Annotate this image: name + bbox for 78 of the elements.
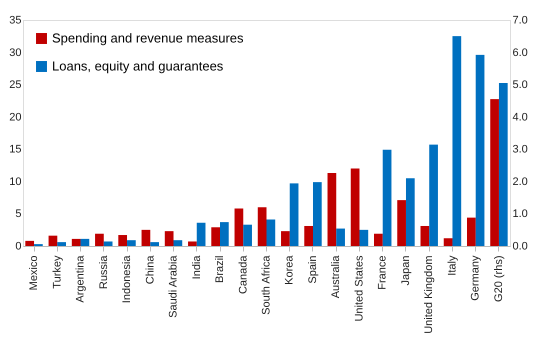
bar <box>72 238 81 246</box>
legend-label: Spending and revenue measures <box>52 30 244 46</box>
bar <box>127 240 136 246</box>
bar <box>174 240 182 246</box>
x-tick-label: Russia <box>98 254 110 290</box>
y-tick-label: 5 <box>15 208 22 220</box>
x-tick-label: Germany <box>470 255 482 301</box>
y2-tick-label: 1.0 <box>512 208 528 220</box>
bar <box>420 226 430 246</box>
bar <box>48 236 58 246</box>
bar <box>150 242 159 246</box>
x-tick-label: Canada <box>237 254 250 294</box>
bar <box>104 241 112 246</box>
bar <box>476 54 484 246</box>
x-tick-label: G20 (rhs) <box>492 256 505 302</box>
bar <box>234 208 244 246</box>
bar <box>25 240 34 246</box>
x-tick-label: France <box>376 256 389 290</box>
x-tick-label: Brazil <box>214 256 226 284</box>
x-tick-label: Indonesia <box>121 254 134 304</box>
bar <box>164 231 174 246</box>
bar <box>350 168 360 246</box>
x-tick-label: Australia <box>330 254 342 298</box>
bar <box>444 238 452 246</box>
bar <box>304 226 313 246</box>
legend-label: Loans, equity and guarantees <box>52 58 224 74</box>
x-tick-label: Italy <box>446 255 458 276</box>
bar <box>95 234 104 246</box>
x-tick-label: Turkey <box>51 255 64 289</box>
y2-tick-label: 4.0 <box>512 111 528 124</box>
x-tick-label: Japan <box>400 256 412 286</box>
bar <box>290 183 298 246</box>
bar <box>118 235 128 246</box>
bar <box>466 218 476 246</box>
x-tick-label: India <box>190 254 203 280</box>
y2-tick-label: 6.0 <box>512 46 528 59</box>
x-tick-label: South Africa <box>260 254 272 315</box>
bar <box>374 234 383 246</box>
bar <box>281 231 290 246</box>
bar <box>80 238 90 246</box>
y-tick-label: 20 <box>9 111 22 124</box>
bar <box>406 178 415 246</box>
bar <box>57 242 66 246</box>
bar <box>211 227 220 246</box>
bar <box>429 144 438 246</box>
x-tick-label: China <box>144 254 156 284</box>
bar <box>328 173 336 246</box>
bar <box>312 182 322 246</box>
y-tick-label: 35 <box>9 14 22 26</box>
x-tick-label: Saudi Arabia <box>168 254 180 318</box>
bar <box>397 200 406 246</box>
y2-tick-label: 5.0 <box>512 79 528 92</box>
y-tick-label: 10 <box>9 176 22 188</box>
x-tick-label: United Kingdom <box>423 256 436 334</box>
y2-tick-label: 3.0 <box>512 144 528 156</box>
x-tick-label: Korea <box>284 254 296 285</box>
bar <box>382 150 392 246</box>
y-tick-label: 0 <box>15 240 22 252</box>
bar <box>452 36 462 246</box>
y2-tick-label: 2.0 <box>512 176 528 188</box>
bar <box>243 224 252 246</box>
bar <box>336 228 345 246</box>
y2-tick-label: 7.0 <box>512 14 528 26</box>
bar <box>142 230 150 246</box>
bar <box>188 241 197 246</box>
y-tick-label: 15 <box>9 144 22 156</box>
y-tick-label: 25 <box>9 79 22 92</box>
x-tick-label: Spain <box>306 256 319 284</box>
bar <box>266 220 276 246</box>
y-tick-label: 30 <box>9 46 22 59</box>
x-tick-label: United States <box>353 255 366 322</box>
x-tick-label: Mexico <box>28 256 40 290</box>
bar <box>359 230 368 246</box>
bar <box>196 222 206 246</box>
bar <box>258 207 266 246</box>
y2-tick-label: 0.0 <box>512 240 528 252</box>
bar <box>220 222 229 246</box>
x-tick-label: Argentina <box>74 254 87 303</box>
